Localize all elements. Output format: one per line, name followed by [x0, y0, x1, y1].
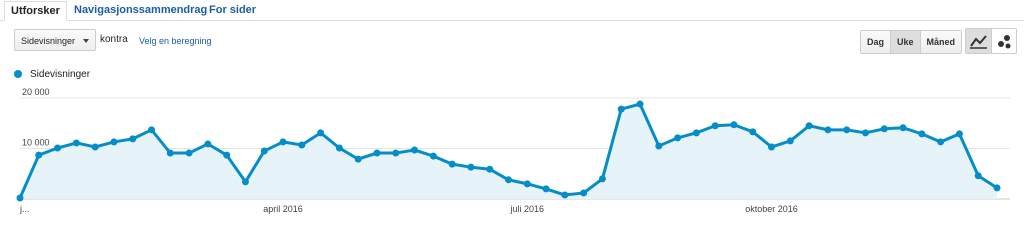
point — [505, 176, 512, 184]
point — [91, 143, 99, 151]
point — [373, 149, 381, 157]
point — [580, 189, 588, 197]
point — [617, 105, 625, 113]
area — [20, 104, 997, 199]
point — [298, 141, 306, 149]
point — [148, 126, 156, 134]
point — [260, 147, 268, 155]
point — [72, 139, 80, 147]
period-buttons: Dag Uke Måned — [860, 30, 963, 54]
chart: Sidevisninger 10 000 20 000 j... april 2016 j… — [14, 69, 1010, 214]
point — [861, 129, 869, 137]
point — [561, 191, 569, 199]
point — [223, 151, 231, 159]
point — [448, 160, 456, 168]
point — [129, 135, 137, 143]
point — [16, 194, 24, 202]
point — [880, 125, 888, 133]
point — [749, 128, 757, 136]
y-tick-label: 20 000 — [22, 87, 50, 97]
point — [674, 134, 682, 142]
point — [937, 138, 945, 146]
metric-dropdown[interactable]: Sidevisninger — [14, 29, 96, 51]
point — [843, 126, 851, 134]
point — [241, 178, 249, 186]
point — [279, 138, 287, 146]
point — [523, 180, 531, 188]
point — [542, 185, 550, 193]
legend-marker — [14, 70, 22, 78]
x-tick-label: j... — [19, 204, 30, 214]
period-button[interactable]: Måned — [920, 31, 962, 53]
line-chart-button[interactable] — [966, 29, 992, 53]
point — [204, 140, 212, 148]
point — [185, 149, 193, 157]
point — [429, 152, 437, 160]
point — [786, 137, 794, 145]
point — [805, 122, 813, 130]
root: {"tabs": ["Utforsker", "Navigasjonssamme… — [0, 0, 1024, 214]
versus-label: kontra — [100, 34, 128, 45]
y-tick-label: 10 000 — [22, 138, 50, 148]
point — [918, 130, 926, 138]
point — [974, 172, 982, 180]
point — [486, 165, 494, 173]
point — [711, 122, 719, 130]
tab[interactable]: Navigasjonssammendrag — [74, 4, 208, 16]
page: body { margin: 0; width: 1024px; height:… — [0, 0, 1024, 214]
period-button[interactable]: Uke — [891, 31, 921, 53]
bubble-icon — [998, 35, 1011, 49]
period-button[interactable]: Dag — [861, 31, 892, 53]
point — [655, 142, 663, 150]
point — [730, 121, 738, 129]
tab[interactable]: Utforsker — [4, 1, 67, 21]
tab-bar: Utforsker Navigasjonssammendrag For side… — [0, 0, 1024, 21]
tab[interactable]: For sider — [209, 4, 257, 16]
select-metric-link[interactable]: Velg en beregning — [139, 36, 212, 46]
legend-label: Sidevisninger — [30, 69, 91, 80]
point — [824, 126, 832, 134]
x-tick-label: april 2016 — [263, 204, 303, 214]
point — [354, 155, 362, 163]
point — [54, 144, 62, 152]
point — [35, 151, 43, 159]
point — [392, 149, 400, 157]
point — [166, 149, 174, 157]
point — [899, 124, 907, 132]
point — [692, 129, 700, 137]
point — [768, 143, 776, 151]
line-icon — [970, 35, 987, 49]
motion-chart-button[interactable] — [992, 29, 1017, 53]
point — [993, 184, 1001, 192]
x-tick-label: oktober 2016 — [745, 204, 798, 214]
chart-type-buttons — [965, 28, 1017, 54]
point — [467, 163, 475, 171]
x-tick-label: juli 2016 — [510, 204, 545, 214]
point — [636, 100, 644, 108]
point — [955, 130, 963, 138]
point — [411, 146, 419, 154]
point — [317, 129, 325, 137]
point — [335, 144, 343, 152]
point — [110, 138, 118, 146]
point — [598, 175, 606, 183]
